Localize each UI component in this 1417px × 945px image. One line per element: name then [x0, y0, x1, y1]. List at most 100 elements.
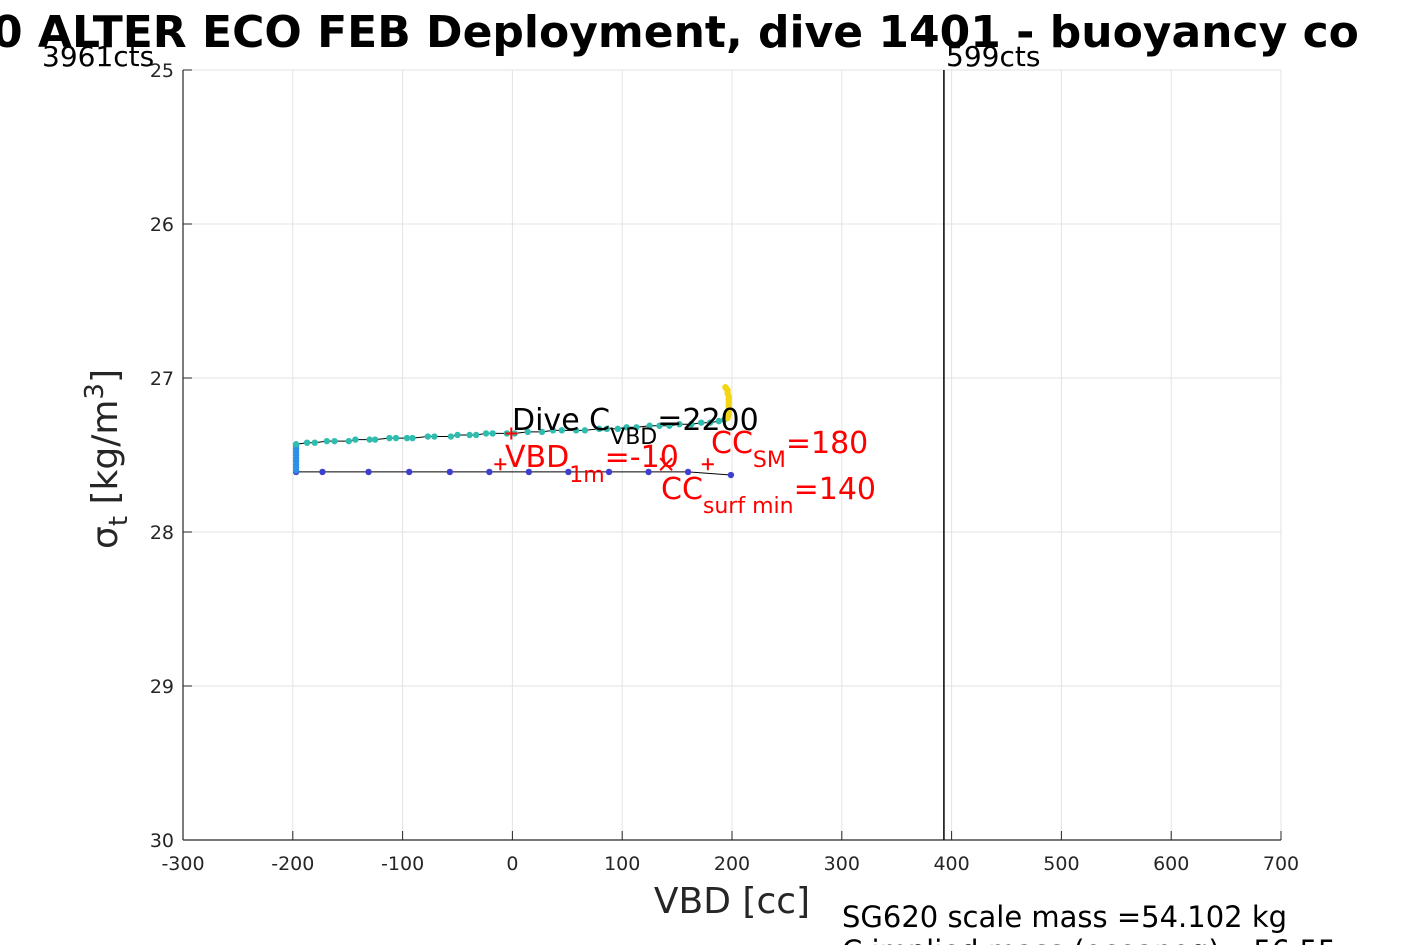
data-point-climb	[595, 425, 603, 433]
data-point-climb	[466, 431, 473, 439]
x-axis-label: VBD [cc]	[654, 881, 810, 922]
data-point-dive	[565, 468, 572, 476]
data-point-climb	[403, 434, 411, 442]
top-right-counts-label: 599cts	[946, 40, 1040, 73]
data-point-climb	[424, 433, 432, 440]
data-point-dive	[727, 471, 735, 479]
x-tick-label: -100	[381, 853, 424, 875]
annotation-dive-c-vbd-post: =2200	[657, 403, 758, 438]
x-tick-label: 100	[604, 853, 640, 875]
y-axis-label-units: [kg/m	[85, 400, 126, 516]
data-point-dive	[365, 468, 372, 476]
data-point-climb	[386, 434, 393, 442]
data-point-climb	[549, 427, 557, 434]
y-axis-label-sigma: σ	[85, 526, 126, 549]
y-axis-label-sub: t	[104, 516, 134, 526]
data-point-climb	[489, 430, 496, 437]
x-tick-label: 200	[714, 853, 750, 875]
data-point-climb	[688, 421, 695, 428]
data-point-climb	[698, 419, 705, 426]
red-plus-marker	[701, 458, 714, 471]
top-left-counts-label: 3961cts	[42, 40, 154, 73]
series-line-dive	[296, 471, 731, 476]
data-point-dive	[684, 468, 692, 476]
data-point-climb	[311, 439, 318, 446]
data-point-climb	[623, 424, 630, 431]
x-tick-label: 400	[933, 853, 969, 875]
red-markers	[494, 427, 714, 471]
data-point-dive	[486, 468, 493, 476]
x-tick-label: -300	[161, 853, 204, 875]
data-point-climb	[303, 439, 311, 446]
y-axis-label-sup: 3	[80, 383, 110, 400]
annotation-dive-c-vbd-sub: VBD	[610, 425, 657, 450]
data-point-dive	[319, 468, 326, 476]
data-point-climb	[447, 433, 455, 440]
footer-implied-mass: C implied mass (oceanog) =56.55	[842, 934, 1336, 945]
data-point-climb	[666, 422, 673, 429]
data-point-climb	[409, 434, 416, 442]
data-point-climb	[524, 428, 531, 436]
data-point-climb	[646, 422, 653, 429]
data-point-climb	[706, 419, 714, 426]
data-point-climb	[331, 437, 338, 445]
data-point-climb	[656, 422, 663, 429]
annotation-cc-sm-pre: CC	[711, 426, 753, 461]
y-tick-label: 26	[150, 214, 174, 236]
annotation-dive-c-vbd: Dive CVBD=2200	[512, 403, 759, 450]
red-plus-marker	[494, 458, 507, 471]
y-axis-label: σt [kg/m3]	[80, 369, 134, 549]
axis-ticks: -300 -200 -100 0 100 200 300 400 500 600 700 25 26 27…	[150, 60, 1299, 875]
annotation-cc-sm-sub: SM	[753, 448, 786, 473]
data-point-climb	[392, 434, 400, 442]
data-point-dive	[446, 468, 454, 476]
data-point-climb	[676, 421, 683, 428]
data-point-climb	[323, 437, 331, 445]
y-tick-label: 30	[150, 830, 174, 852]
data-point-surface	[722, 384, 729, 391]
y-tick-label: 29	[150, 676, 174, 698]
data-point-dive	[645, 468, 652, 476]
data-point-climb	[352, 436, 359, 443]
x-tick-label: 300	[824, 853, 860, 875]
data-point-climb	[366, 436, 373, 443]
x-tick-label: -200	[271, 853, 314, 875]
data-point-climb	[472, 431, 480, 439]
x-tick-label: 700	[1263, 853, 1299, 875]
annotation-vbd-1m: VBD1m=-10	[505, 440, 679, 488]
chart-title: 0 ALTER ECO FEB Deployment, dive 1401 - …	[0, 7, 1359, 58]
data-point-climb	[482, 430, 490, 437]
data-point-climb	[614, 425, 622, 433]
annotation-vbd-1m-pre: VBD	[505, 440, 569, 475]
annotation-cc-surf-min-sub: surf min	[703, 494, 794, 519]
y-tick-label: 25	[150, 60, 174, 82]
annotation-cc-sm-post: =180	[786, 426, 868, 461]
data-point-climb	[345, 437, 352, 445]
data-point-dive	[405, 468, 413, 476]
data-point-climb	[572, 427, 580, 434]
data-point-climb	[371, 436, 379, 443]
annotation-cc-sm: CCSM=180	[711, 426, 868, 473]
x-tick-label: 0	[506, 853, 518, 875]
annotation-cc-surf-min-pre: CC	[661, 472, 703, 507]
data-point-dive	[605, 468, 613, 476]
y-axis-label-close: ]	[85, 369, 126, 383]
red-plus-marker	[505, 427, 518, 440]
x-tick-label: 600	[1153, 853, 1189, 875]
data-point-climb	[715, 417, 723, 425]
data-point-climb	[431, 433, 438, 440]
annotation-vbd-1m-sub: 1m	[569, 463, 604, 488]
data-point-climb	[538, 428, 546, 436]
footer-scale-mass: SG620 scale mass =54.102 kg	[842, 900, 1287, 934]
series-points	[292, 384, 735, 479]
data-point-climb	[558, 427, 566, 434]
annotation-cc-surf-min-post: =140	[794, 472, 876, 507]
annotation-vbd-1m-post: =-10	[605, 440, 679, 475]
annotation-cc-surf-min: CCsurf min=140	[661, 472, 876, 519]
y-tick-label: 28	[150, 522, 174, 544]
data-point-climb	[292, 441, 300, 448]
annotation-dive-c-vbd-pre: Dive C	[512, 403, 610, 438]
data-point-climb	[633, 424, 640, 431]
x-tick-label: 500	[1043, 853, 1079, 875]
